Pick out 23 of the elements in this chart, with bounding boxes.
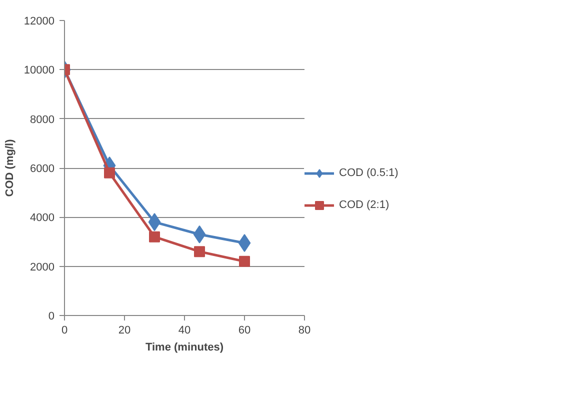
x-tick-label: 80 xyxy=(298,324,311,336)
y-tick-label: 12000 xyxy=(24,16,55,28)
point xyxy=(193,225,206,244)
point xyxy=(239,256,250,267)
y-axis-title: COD (mg/l) xyxy=(4,138,16,197)
y-tick-label: 4000 xyxy=(30,212,55,224)
x-tick-label: 60 xyxy=(238,324,251,336)
point xyxy=(149,231,160,242)
x-tick-label: 0 xyxy=(61,324,68,336)
point xyxy=(194,246,205,258)
point xyxy=(238,234,251,252)
y-tick-label: 0 xyxy=(48,310,55,322)
legend-label: COD (2:1) xyxy=(339,199,390,211)
legend-label: COD (0.5:1) xyxy=(339,167,398,179)
x-tick-label: 20 xyxy=(118,324,131,336)
y-tick-label: 6000 xyxy=(30,163,55,175)
point xyxy=(148,213,161,232)
point xyxy=(104,167,115,178)
y-tick-label: 10000 xyxy=(24,64,55,77)
x-axis-title: Time (minutes) xyxy=(145,342,224,354)
y-tick-label: 8000 xyxy=(30,114,55,126)
x-tick-label: 40 xyxy=(178,324,191,336)
y-tick-label: 2000 xyxy=(30,261,55,274)
